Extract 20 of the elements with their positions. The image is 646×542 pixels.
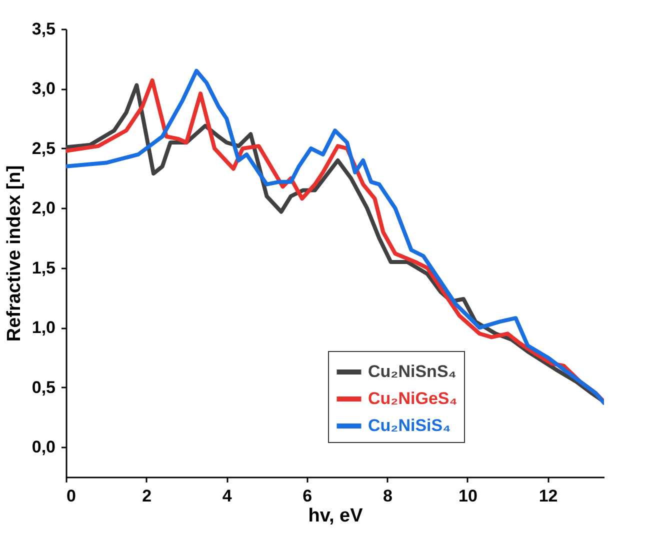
y-tick-label: 3,0 bbox=[32, 79, 56, 98]
y-tick-label: 2,5 bbox=[32, 138, 56, 158]
legend-label: Cu₂NiSnS₄ bbox=[368, 362, 456, 381]
x-axis-title: hv, eV bbox=[308, 506, 364, 526]
legend-label: Cu₂NiGeS₄ bbox=[368, 389, 458, 408]
legend-label: Cu₂NiSiS₄ bbox=[368, 416, 451, 435]
y-tick-label: 1,5 bbox=[32, 258, 56, 278]
y-tick-label: 3,5 bbox=[32, 20, 56, 38]
x-tick-label: 2 bbox=[142, 486, 152, 506]
x-tick-label: 12 bbox=[538, 486, 558, 506]
y-tick-label: 1,0 bbox=[32, 318, 56, 338]
x-tick-label: 4 bbox=[222, 486, 232, 506]
y-tick-label: 2,0 bbox=[32, 198, 56, 218]
y-tick-label: 0,5 bbox=[32, 378, 56, 397]
x-tick-label: 8 bbox=[382, 486, 392, 506]
x-tick-label: 10 bbox=[458, 486, 478, 506]
x-tick-label: 0 bbox=[66, 486, 76, 506]
y-axis-title: Refractive index [n] bbox=[4, 165, 25, 342]
y-tick-label: 0,0 bbox=[32, 438, 56, 457]
x-tick-label: 6 bbox=[302, 486, 312, 506]
